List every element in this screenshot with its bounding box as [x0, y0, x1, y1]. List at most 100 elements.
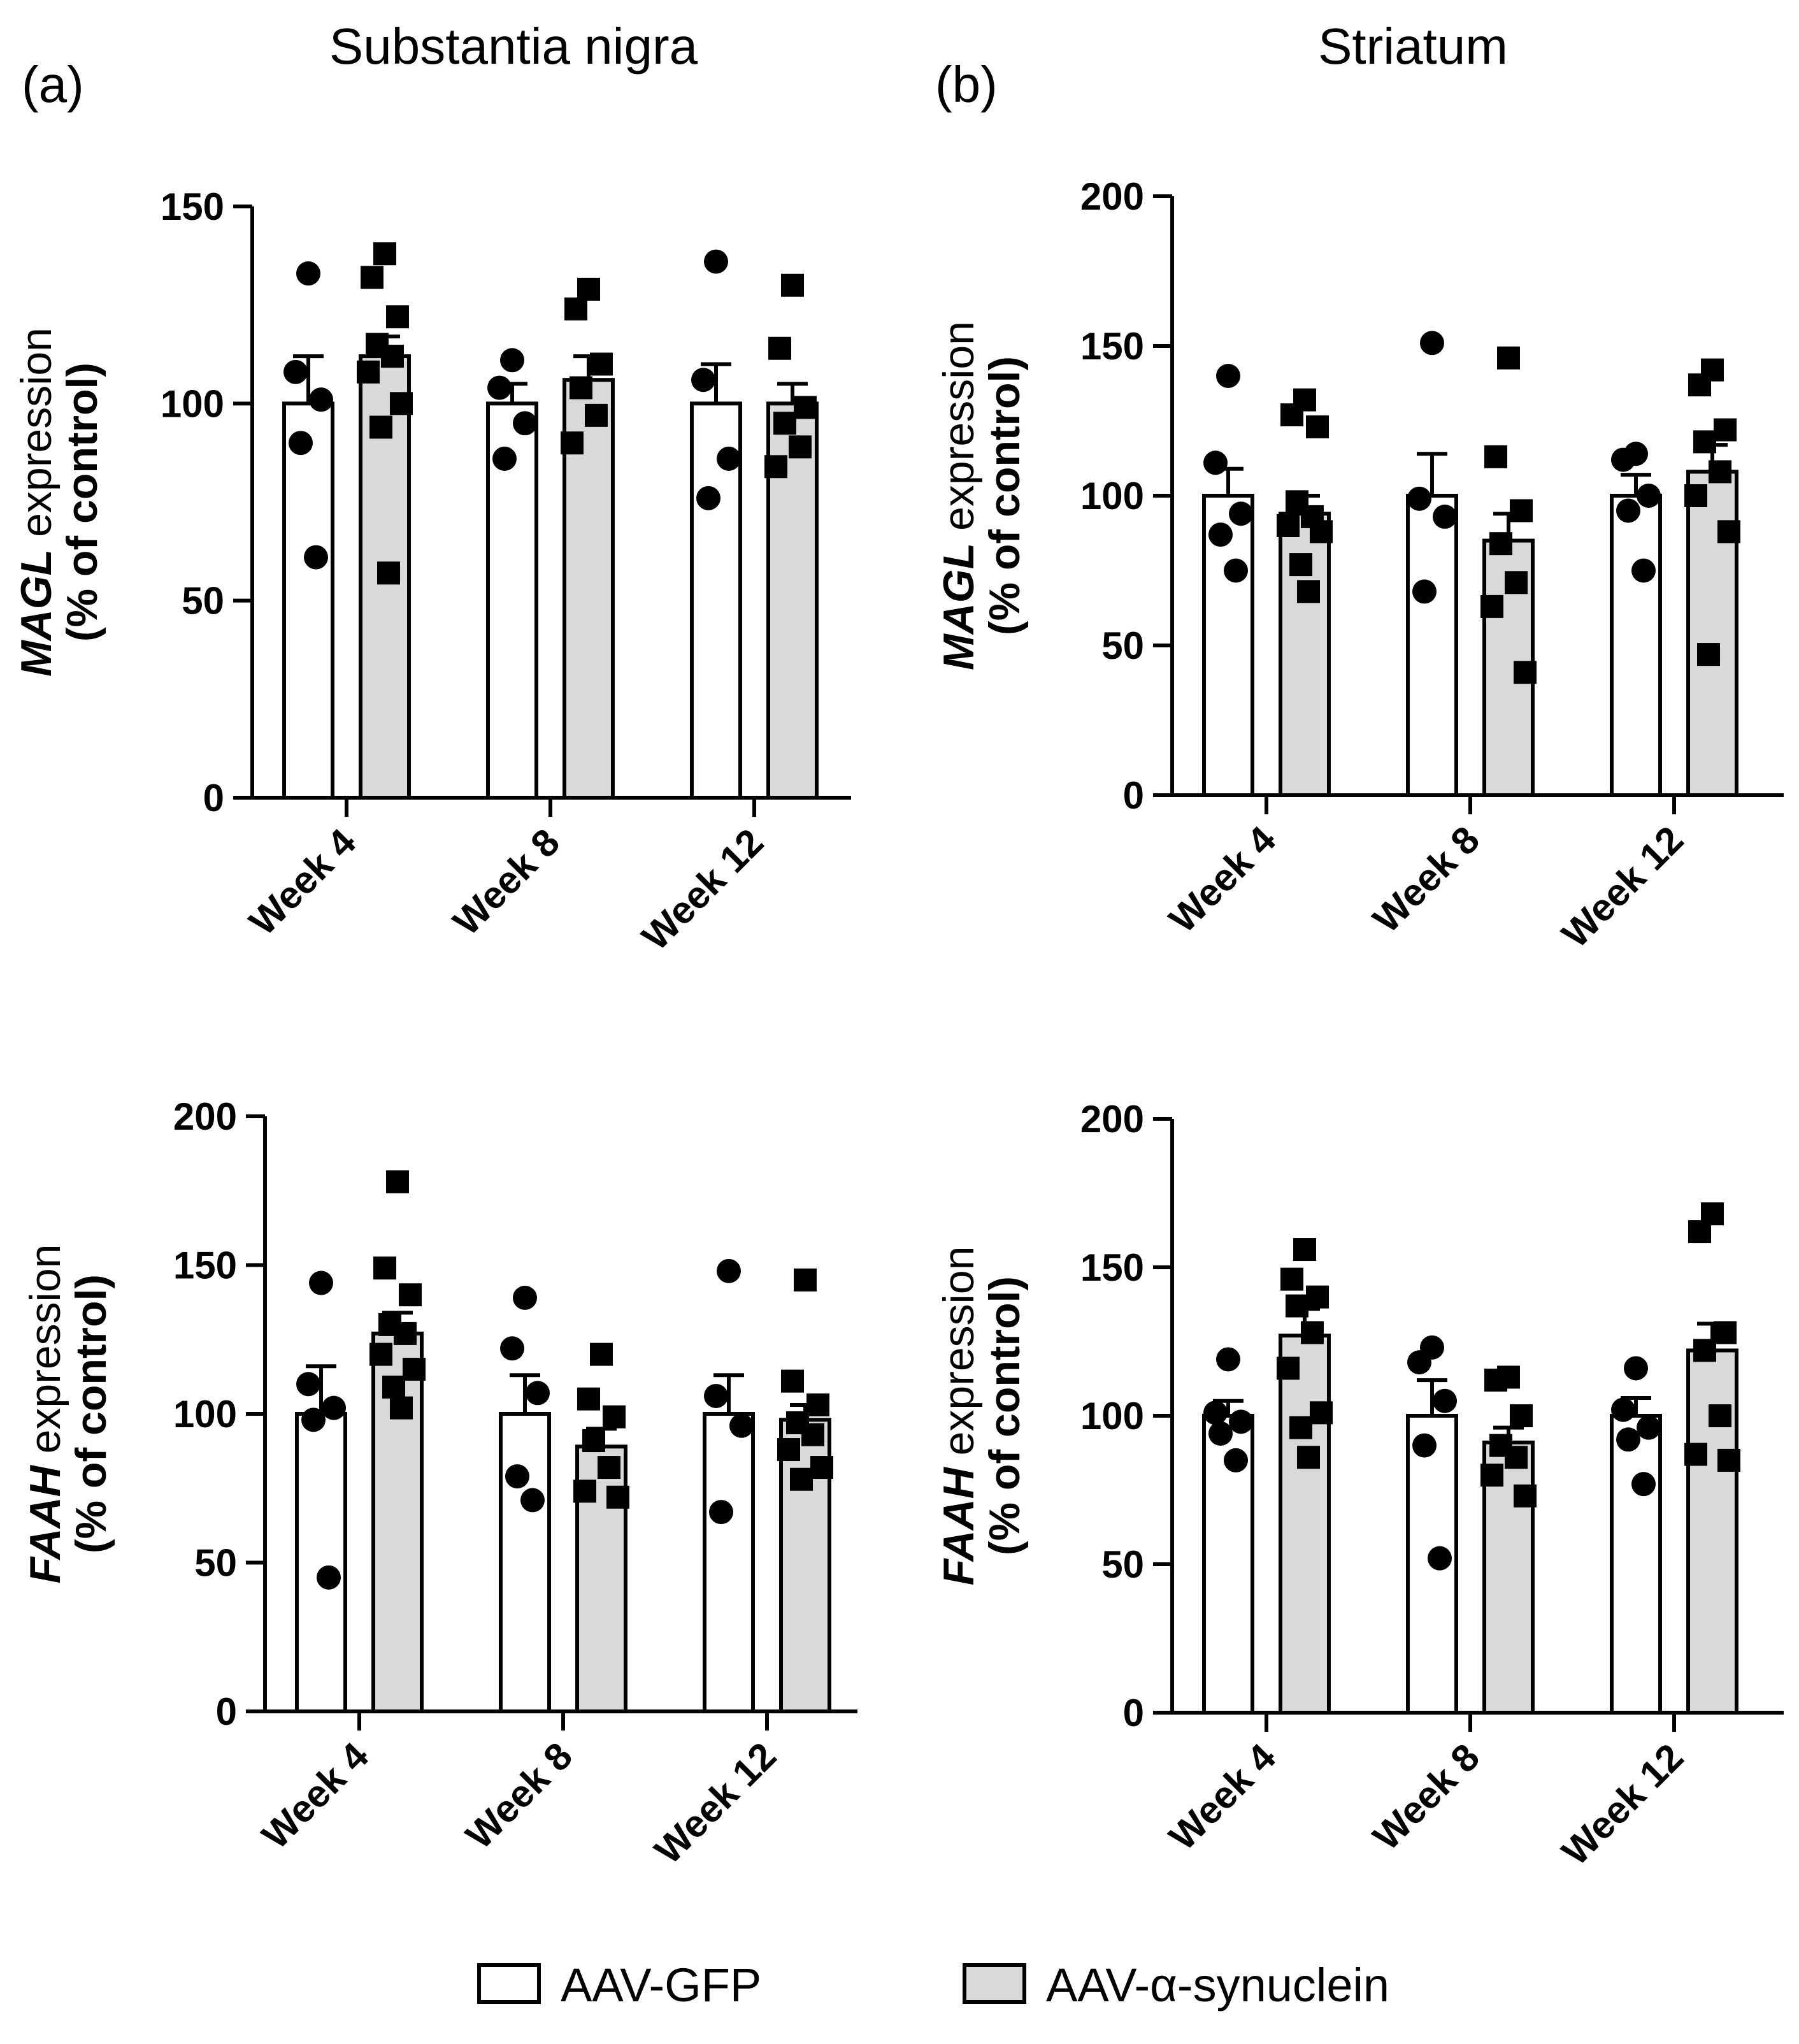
chart-substantia-nigra-faah-point-synuclein-week-8-5	[573, 1479, 596, 1503]
chart-substantia-nigra-faah-x-tick-label-week-8: Week 8	[457, 1734, 580, 1857]
chart-grid: MAGL expression(% of control)050100150We…	[12, 175, 1784, 1873]
chart-substantia-nigra-magl-y-tick-label-150: 150	[161, 185, 224, 228]
chart-striatum-magl-x-tick-label-week-4: Week 4	[1161, 817, 1284, 940]
chart-substantia-nigra-magl-x-tick-label-week-8: Week 8	[445, 821, 568, 944]
chart-striatum-faah-point-synuclein-week-4-4	[1301, 1321, 1324, 1344]
chart-striatum-faah-point-synuclein-week-8-6	[1514, 1484, 1537, 1508]
chart-striatum-faah-bar-synuclein-week-4	[1279, 1334, 1331, 1715]
chart-striatum-faah-point-synuclein-week-4-2	[1306, 1285, 1329, 1309]
chart-substantia-nigra-magl-point-synuclein-week-8-1	[564, 297, 587, 320]
chart-striatum-faah-point-synuclein-week-4-8	[1297, 1446, 1320, 1469]
column-title-striatum: Striatum	[1318, 18, 1508, 75]
chart-substantia-nigra-faah-point-synuclein-week-8-3	[582, 1429, 605, 1453]
chart-substantia-nigra-faah-point-synuclein-week-4-7	[382, 1375, 405, 1399]
chart-striatum-faah-x-tick-label-week-8: Week 8	[1365, 1736, 1487, 1859]
chart-striatum-faah-point-gfp-week-4-0	[1216, 1347, 1240, 1372]
legend-label-gfp: AAV-GFP	[561, 1959, 761, 2012]
chart-substantia-nigra-magl: MAGL expression(% of control) 0 50 100 150 We…	[12, 185, 851, 958]
chart-striatum-faah-point-gfp-week-12-4	[1631, 1472, 1656, 1497]
chart-substantia-nigra-faah-y-tick-label-0: 0	[216, 1690, 237, 1733]
chart-substantia-nigra-faah-point-gfp-week-4-3	[301, 1407, 326, 1432]
chart-substantia-nigra-magl-point-gfp-week-12-3	[696, 486, 720, 510]
chart-substantia-nigra-magl-point-gfp-week-4-1	[283, 359, 308, 384]
chart-substantia-nigra-faah-point-synuclein-week-12-4	[801, 1423, 824, 1446]
chart-striatum-magl-x-tick-label-week-8: Week 8	[1365, 818, 1487, 941]
chart-striatum-faah-point-gfp-week-12-1	[1611, 1397, 1635, 1422]
chart-striatum-magl-point-synuclein-week-12-6	[1717, 520, 1740, 543]
chart-substantia-nigra-faah-point-synuclein-week-4-2	[399, 1283, 422, 1307]
chart-substantia-nigra-magl-point-synuclein-week-12-5	[764, 455, 787, 479]
legend-label-synuclein: AAV-α-synuclein	[1046, 1959, 1389, 2012]
legend: AAV-GFP AAV-α-synuclein	[477, 1959, 1389, 2012]
chart-substantia-nigra-magl-x-tick-label-week-4: Week 4	[241, 820, 364, 943]
chart-substantia-nigra-magl-bar-gfp-week-4	[282, 401, 334, 800]
chart-substantia-nigra-faah-ylabel-gene: FAAH	[21, 1464, 69, 1583]
chart-substantia-nigra-faah-point-gfp-week-8-2	[526, 1381, 550, 1406]
chart-substantia-nigra-magl-point-gfp-week-12-2	[717, 446, 741, 471]
chart-substantia-nigra-magl-y-tick-label-100: 100	[161, 382, 224, 425]
chart-substantia-nigra-magl-ylabel-gene: MAGL	[12, 549, 61, 677]
chart-substantia-nigra-magl-point-gfp-week-4-0	[296, 261, 320, 286]
chart-striatum-magl-point-gfp-week-8-0	[1420, 331, 1444, 356]
chart-striatum-magl-point-synuclein-week-12-4	[1709, 460, 1731, 484]
chart-substantia-nigra-magl-point-synuclein-week-4-4	[381, 345, 404, 368]
chart-substantia-nigra-magl-point-gfp-week-4-3	[289, 431, 313, 456]
chart-striatum-faah-point-synuclein-week-4-0	[1293, 1238, 1316, 1262]
chart-striatum-magl-point-gfp-week-8-1	[1407, 486, 1431, 511]
chart-striatum-faah-point-synuclein-week-4-7	[1289, 1416, 1312, 1439]
chart-substantia-nigra-faah-point-synuclein-week-4-1	[373, 1256, 396, 1280]
chart-substantia-nigra-magl-point-synuclein-week-4-7	[369, 415, 392, 439]
chart-striatum-magl-y-tick-label-150: 150	[1080, 325, 1144, 368]
chart-striatum-magl-point-gfp-week-12-2	[1637, 484, 1661, 508]
chart-striatum-magl-point-synuclein-week-4-6	[1310, 520, 1333, 543]
chart-striatum-magl-point-gfp-week-4-2	[1229, 501, 1253, 526]
chart-striatum-faah-point-gfp-week-4-4	[1224, 1448, 1248, 1472]
chart-striatum-magl-point-gfp-week-8-2	[1433, 504, 1457, 529]
chart-substantia-nigra-faah-point-gfp-week-4-4	[317, 1565, 341, 1590]
chart-substantia-nigra-magl-point-synuclein-week-8-3	[570, 376, 592, 399]
chart-striatum-magl-ylabel: MAGL expression	[935, 321, 983, 670]
chart-substantia-nigra-faah-point-gfp-week-12-1	[704, 1383, 728, 1408]
chart-striatum-magl-point-synuclein-week-12-1	[1688, 373, 1711, 397]
chart-striatum-faah-point-synuclein-week-12-5	[1684, 1443, 1707, 1466]
chart-striatum-magl-y-tick-label-100: 100	[1080, 475, 1144, 517]
legend-swatch-synuclein	[963, 1963, 1026, 2004]
chart-striatum-magl-x-tick-label-week-12: Week 12	[1554, 818, 1691, 956]
chart-substantia-nigra-faah-point-gfp-week-4-1	[296, 1372, 320, 1397]
chart-striatum-magl-point-gfp-week-12-3	[1616, 498, 1640, 523]
chart-substantia-nigra-faah-point-synuclein-week-4-8	[390, 1396, 413, 1420]
chart-substantia-nigra-magl-point-gfp-week-12-0	[704, 249, 728, 274]
chart-striatum-faah-point-gfp-week-4-1	[1203, 1400, 1228, 1425]
chart-striatum-magl-point-synuclein-week-8-1	[1484, 445, 1507, 468]
chart-striatum-faah-point-gfp-week-8-1	[1407, 1350, 1431, 1375]
chart-striatum-faah-y-tick-label-50: 50	[1101, 1543, 1144, 1586]
chart-substantia-nigra-faah-ylabel-rest: expression	[21, 1244, 69, 1466]
chart-substantia-nigra-faah-point-synuclein-week-12-5	[777, 1438, 800, 1462]
chart-substantia-nigra-faah-bar-gfp-week-8	[499, 1412, 551, 1713]
chart-substantia-nigra-faah-point-synuclein-week-12-7	[790, 1467, 813, 1491]
chart-striatum-faah-point-synuclein-week-4-3	[1286, 1294, 1308, 1318]
chart-striatum-magl-ylabel-rest: expression	[935, 321, 983, 543]
chart-striatum-faah-point-gfp-week-8-2	[1433, 1388, 1457, 1413]
chart-striatum-magl-point-gfp-week-4-4	[1224, 558, 1248, 583]
chart-striatum-faah-point-synuclein-week-12-2	[1714, 1321, 1737, 1344]
chart-striatum-faah-y-tick-label-0: 0	[1123, 1692, 1144, 1734]
chart-substantia-nigra-magl-point-gfp-week-8-3	[492, 446, 517, 471]
chart-substantia-nigra-faah-point-synuclein-week-8-1	[577, 1387, 600, 1411]
chart-striatum-magl-bar-gfp-week-12	[1610, 494, 1662, 797]
chart-substantia-nigra-magl-bar-gfp-week-12	[690, 401, 742, 800]
chart-substantia-nigra-faah-point-synuclein-week-4-5	[369, 1342, 392, 1366]
chart-striatum-magl-point-synuclein-week-8-3	[1489, 532, 1512, 556]
chart-striatum-magl-point-gfp-week-12-4	[1631, 558, 1656, 583]
chart-striatum-magl-point-synuclein-week-8-2	[1510, 499, 1533, 522]
chart-substantia-nigra-faah-ylabel2: (% of control)	[67, 1274, 115, 1553]
chart-substantia-nigra-faah-point-gfp-week-8-3	[505, 1464, 529, 1489]
chart-striatum-faah-point-synuclein-week-8-4	[1505, 1446, 1528, 1469]
chart-striatum-faah-point-synuclein-week-12-6	[1717, 1448, 1740, 1472]
chart-substantia-nigra-faah-ylabel: FAAH expression	[21, 1244, 69, 1584]
chart-striatum-faah-y-tick-label-100: 100	[1080, 1395, 1144, 1437]
chart-striatum-faah-ylabel2: (% of control)	[980, 1276, 1029, 1555]
chart-substantia-nigra-faah-point-gfp-week-12-2	[729, 1413, 754, 1438]
chart-substantia-nigra-magl-point-synuclein-week-8-2	[590, 352, 613, 376]
